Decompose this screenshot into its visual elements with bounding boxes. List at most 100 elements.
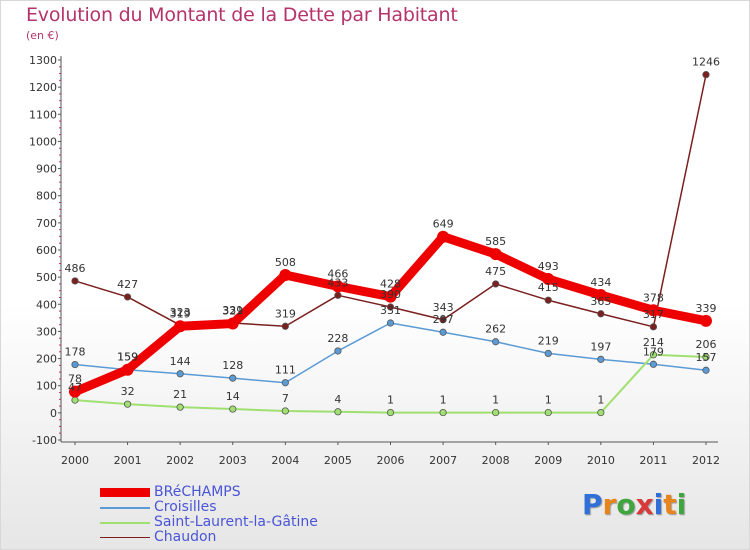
data-label: 111 xyxy=(275,364,296,377)
data-label: 14 xyxy=(226,390,240,403)
legend-swatch xyxy=(100,506,150,509)
x-tick-label: 2008 xyxy=(482,454,510,467)
data-point xyxy=(71,277,79,285)
data-point xyxy=(123,400,132,408)
data-label: 331 xyxy=(222,304,243,317)
data-point xyxy=(544,349,552,358)
x-tick-label: 2003 xyxy=(219,454,247,467)
logo-letter: P xyxy=(582,488,603,521)
data-point xyxy=(647,304,660,317)
data-label: 47 xyxy=(68,381,82,394)
data-point xyxy=(281,407,289,415)
data-point xyxy=(279,268,292,281)
data-label: 486 xyxy=(65,262,86,275)
data-label: 214 xyxy=(643,336,664,349)
proxiti-logo: Proxiti xyxy=(582,488,686,521)
logo-letter: x xyxy=(635,488,654,521)
data-label: 649 xyxy=(433,218,454,231)
data-label: 475 xyxy=(485,265,506,278)
data-label: 365 xyxy=(590,295,611,308)
data-label: 228 xyxy=(327,332,348,345)
data-point xyxy=(437,230,450,243)
data-label: 433 xyxy=(327,276,348,289)
data-label: 331 xyxy=(380,304,401,317)
logo-letter: o xyxy=(616,488,636,521)
logo-letter: i xyxy=(676,488,687,521)
data-point xyxy=(281,379,289,387)
data-point xyxy=(121,363,134,376)
data-label: 434 xyxy=(590,276,611,289)
y-tick-label: 900 xyxy=(36,163,57,176)
data-point xyxy=(702,71,710,79)
data-label: 206 xyxy=(696,338,717,351)
data-point xyxy=(176,403,184,411)
data-label: 1 xyxy=(545,394,552,407)
logo-letter: r xyxy=(602,488,617,521)
data-point xyxy=(386,303,395,311)
data-point xyxy=(334,408,342,416)
data-label: 197 xyxy=(590,340,611,353)
data-label: 329 xyxy=(222,305,243,318)
y-tick-label: 100 xyxy=(36,380,57,393)
y-tick-label: 400 xyxy=(36,298,57,311)
y-tick-label: 800 xyxy=(36,190,57,203)
data-point xyxy=(439,408,447,417)
legend-item: Croisilles xyxy=(100,500,318,515)
data-label: 1 xyxy=(597,394,604,407)
legend-swatch xyxy=(100,488,150,497)
data-label: 128 xyxy=(222,359,243,372)
data-point xyxy=(492,338,500,346)
data-point xyxy=(71,360,79,369)
data-point xyxy=(597,408,605,417)
data-point xyxy=(489,248,502,261)
y-tick-label: 1000 xyxy=(29,135,57,148)
data-point xyxy=(384,290,397,303)
y-tick-label: 200 xyxy=(36,353,57,366)
data-label: 219 xyxy=(538,334,559,347)
y-tick-label: 600 xyxy=(36,244,57,257)
y-tick-label: 300 xyxy=(36,325,57,338)
data-label: 21 xyxy=(173,388,187,401)
data-point xyxy=(334,347,342,355)
data-label: 427 xyxy=(117,278,138,291)
legend-swatch xyxy=(100,521,150,524)
data-point xyxy=(281,322,289,330)
data-label: 508 xyxy=(275,256,296,269)
chart-title: Evolution du Montant de la Dette par Hab… xyxy=(26,4,458,26)
data-point xyxy=(386,408,395,417)
legend-item: BRéCHAMPS xyxy=(100,485,318,500)
x-tick-label: 2012 xyxy=(692,454,720,467)
data-label: 144 xyxy=(170,355,191,368)
x-tick-label: 2006 xyxy=(377,454,405,467)
data-label: 1 xyxy=(440,394,447,407)
logo-letter: t xyxy=(663,488,677,521)
data-label: 1 xyxy=(387,394,394,407)
logo-letter: i xyxy=(653,488,664,521)
data-label: 262 xyxy=(485,323,506,336)
x-tick-label: 2000 xyxy=(61,454,89,467)
data-label: 179 xyxy=(643,345,664,358)
legend-label: Croisilles xyxy=(154,499,217,515)
data-label: 319 xyxy=(275,307,296,320)
data-point xyxy=(649,323,658,331)
legend-swatch xyxy=(100,536,150,539)
data-label: 178 xyxy=(65,346,86,359)
data-label: 297 xyxy=(433,313,454,326)
data-label: 317 xyxy=(643,308,664,321)
data-point xyxy=(597,355,605,363)
data-label: 339 xyxy=(696,302,717,315)
y-tick-label: 1200 xyxy=(29,81,57,94)
data-point xyxy=(702,353,710,361)
x-tick-label: 2007 xyxy=(429,454,457,467)
data-point xyxy=(123,293,132,301)
data-label: 585 xyxy=(485,235,506,248)
y-tick-label: 1300 xyxy=(29,54,57,67)
data-label: 4 xyxy=(334,393,341,406)
data-label: 157 xyxy=(696,351,717,364)
x-tick-label: 2009 xyxy=(534,454,562,467)
data-label: 390 xyxy=(380,288,401,301)
data-point xyxy=(174,320,187,333)
data-point xyxy=(229,374,237,382)
x-tick-label: 2001 xyxy=(114,454,142,467)
x-tick-label: 2002 xyxy=(166,454,194,467)
